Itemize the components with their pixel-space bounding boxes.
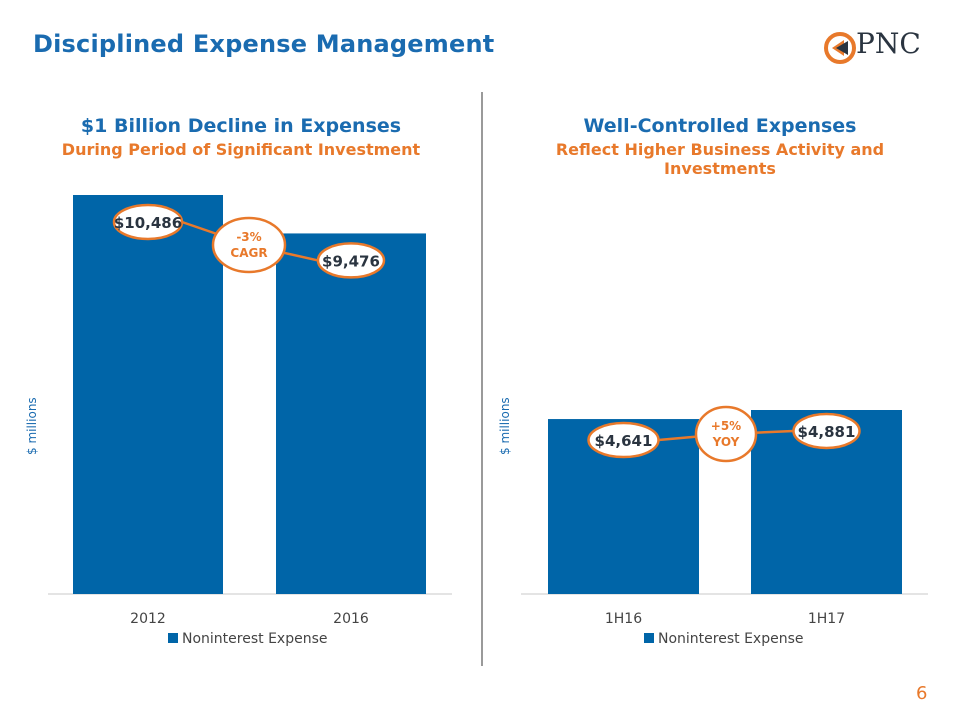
- data-label-oval-1H17: [792, 412, 861, 450]
- data-label-oval-1H16: [587, 421, 660, 459]
- pnc-logo-icon: [824, 32, 856, 64]
- logo-text: PNC: [856, 27, 921, 60]
- tick-label-1H17: 1H17: [808, 611, 845, 627]
- tick-label-2012: 2012: [130, 611, 166, 627]
- growth-annotation-label: CAGR: [230, 246, 267, 260]
- data-label-2012: $10,486: [114, 214, 182, 232]
- page-title: Disciplined Expense Management: [33, 30, 495, 58]
- data-label-1H16: $4,641: [595, 432, 653, 450]
- data-label-oval-2016: [316, 242, 386, 279]
- left-chart-title: $1 Billion Decline in Expenses: [80, 115, 402, 137]
- data-label-1H17: $4,881: [798, 423, 856, 441]
- right-chart-title: Well-Controlled Expenses: [583, 115, 857, 137]
- growth-annotation-label: YOY: [712, 435, 740, 449]
- left-chart-subtitle: During Period of Significant Investment: [61, 140, 421, 159]
- legend-swatch: [644, 633, 654, 643]
- growth-annotation-oval: [694, 405, 758, 463]
- legend-label: Noninterest Expense: [658, 631, 803, 647]
- data-label-oval-2012: [112, 203, 184, 241]
- panel-divider: [481, 92, 483, 666]
- legend-swatch: [168, 633, 178, 643]
- bar-2012: [73, 195, 223, 594]
- bar-2016: [276, 233, 426, 594]
- growth-annotation-value: +5%: [711, 419, 741, 433]
- growth-annotation-oval: [211, 216, 287, 274]
- page-number: 6: [916, 683, 928, 704]
- legend-label: Noninterest Expense: [182, 631, 327, 647]
- tick-label-2016: 2016: [333, 611, 369, 627]
- growth-annotation-value: -3%: [236, 230, 261, 244]
- data-label-2016: $9,476: [322, 252, 380, 270]
- tick-label-1H16: 1H16: [605, 611, 642, 627]
- right-chart-subtitle: Reflect Higher Business Activity and Inv…: [555, 140, 885, 178]
